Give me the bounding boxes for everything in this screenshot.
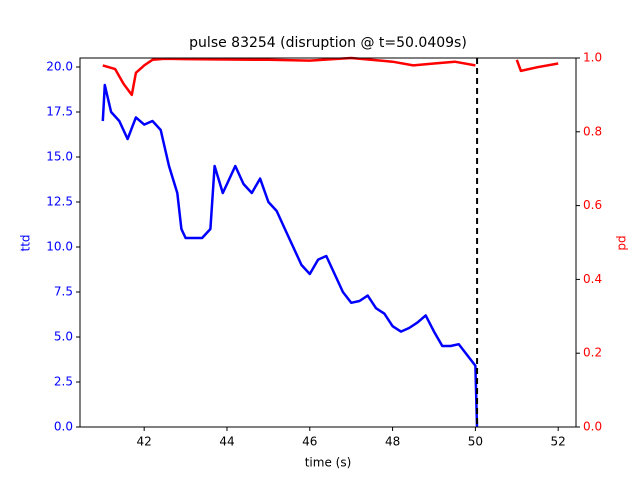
y2-tick-label: 0.4 [583, 272, 602, 286]
y2-tick-label: 0.6 [583, 198, 602, 212]
x-tick-label: 50 [468, 435, 483, 449]
y-tick-label: 5.0 [54, 330, 73, 344]
x-tick-label: 48 [385, 435, 400, 449]
plot-frame [79, 57, 577, 428]
y2-tick-label: 1.0 [583, 51, 602, 65]
y-tick-label: 10.0 [46, 240, 73, 254]
x-tick-label: 46 [302, 435, 317, 449]
x-tick-label: 42 [137, 435, 152, 449]
data-line [102, 56, 559, 97]
y-tick-label: 15.0 [46, 150, 73, 164]
y-tick-label: 17.5 [46, 105, 73, 119]
y-tick-label: 20.0 [46, 60, 73, 74]
y-tick-label: 7.5 [54, 285, 73, 299]
y-axis-label: ttd [19, 234, 33, 251]
y2-tick-label: 0.2 [583, 346, 602, 360]
x-axis-label: time (s) [305, 456, 352, 470]
y-tick-label: 0.0 [54, 420, 73, 434]
y-tick-label: 2.5 [54, 375, 73, 389]
x-tick-label: 44 [219, 435, 234, 449]
x-tick-label: 52 [551, 435, 566, 449]
y2-tick-label: 0.0 [583, 420, 602, 434]
data-line [101, 83, 479, 428]
y2-tick-label: 0.8 [583, 124, 602, 138]
y-tick-label: 12.5 [46, 195, 73, 209]
chart-title: pulse 83254 (disruption @ t=50.0409s) [189, 35, 467, 51]
y2-axis-label: pd [615, 235, 629, 250]
